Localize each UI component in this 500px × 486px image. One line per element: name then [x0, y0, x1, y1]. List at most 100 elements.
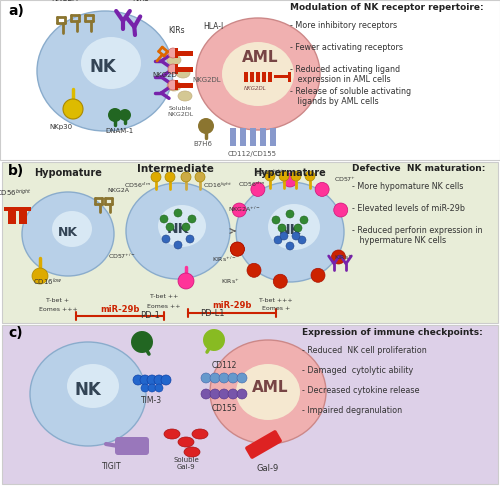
Circle shape — [178, 273, 194, 289]
Text: PD-L1: PD-L1 — [200, 310, 224, 318]
Text: CD112: CD112 — [212, 362, 236, 370]
Circle shape — [272, 216, 280, 224]
Bar — [175, 51, 193, 56]
Text: PD-1: PD-1 — [140, 312, 160, 320]
Text: NK: NK — [279, 223, 301, 237]
Circle shape — [203, 329, 225, 351]
Ellipse shape — [236, 364, 300, 420]
FancyBboxPatch shape — [245, 430, 282, 459]
Circle shape — [63, 99, 83, 119]
Text: Defective  NK maturation:: Defective NK maturation: — [352, 164, 486, 173]
Bar — [240, 128, 246, 146]
Circle shape — [210, 389, 220, 399]
Bar — [175, 80, 178, 90]
Text: CD16$^{light}$: CD16$^{light}$ — [256, 167, 284, 176]
Circle shape — [155, 384, 163, 392]
Bar — [274, 75, 288, 78]
Circle shape — [283, 173, 297, 187]
Bar — [262, 72, 266, 82]
Text: Intermediate: Intermediate — [136, 164, 214, 174]
Text: CD155: CD155 — [211, 403, 237, 413]
Circle shape — [286, 210, 294, 218]
Circle shape — [182, 223, 190, 231]
Text: CD16$^{light}$: CD16$^{light}$ — [204, 180, 233, 190]
Circle shape — [315, 182, 329, 196]
Text: B7H6: B7H6 — [194, 141, 212, 147]
Bar — [175, 64, 178, 74]
Text: HLA-I: HLA-I — [203, 22, 223, 32]
Ellipse shape — [176, 68, 190, 78]
Ellipse shape — [158, 205, 206, 247]
Text: miR-29b: miR-29b — [100, 305, 140, 313]
Bar — [175, 48, 178, 58]
Text: AML: AML — [252, 381, 288, 396]
Circle shape — [165, 172, 175, 182]
Circle shape — [168, 80, 178, 90]
Ellipse shape — [178, 437, 194, 447]
Text: - Decreased cytokine release: - Decreased cytokine release — [302, 386, 420, 395]
Circle shape — [140, 375, 150, 385]
Circle shape — [161, 375, 171, 385]
Text: NK: NK — [90, 58, 117, 76]
Bar — [288, 72, 291, 82]
Text: Hypermature: Hypermature — [254, 168, 326, 178]
Circle shape — [32, 268, 48, 284]
Ellipse shape — [268, 204, 320, 250]
Bar — [250, 128, 256, 146]
Bar — [0, 0, 500, 160]
Circle shape — [228, 373, 238, 383]
Bar — [15, 207, 31, 211]
Ellipse shape — [222, 42, 294, 106]
Text: CD56$^{dim}$: CD56$^{dim}$ — [238, 179, 266, 189]
Circle shape — [286, 242, 294, 250]
Bar — [268, 72, 272, 82]
Text: Eomes +++: Eomes +++ — [38, 307, 78, 312]
Text: KIRs$^{+/-}$: KIRs$^{+/-}$ — [212, 254, 237, 263]
Ellipse shape — [126, 183, 230, 279]
Text: Eomes ++: Eomes ++ — [147, 303, 181, 309]
Ellipse shape — [167, 81, 181, 91]
Ellipse shape — [196, 18, 320, 130]
Text: DNAM-1: DNAM-1 — [105, 128, 133, 134]
Text: T-bet ++: T-bet ++ — [150, 295, 178, 299]
Ellipse shape — [81, 37, 141, 89]
Circle shape — [195, 172, 205, 182]
Text: CD56$^{bright}$: CD56$^{bright}$ — [0, 187, 32, 198]
Ellipse shape — [52, 211, 92, 247]
Circle shape — [300, 216, 308, 224]
Circle shape — [198, 118, 214, 134]
Text: AML: AML — [242, 51, 278, 66]
Text: NKG2A$^{+/-}$: NKG2A$^{+/-}$ — [228, 204, 261, 214]
Bar — [250, 72, 254, 82]
Circle shape — [294, 224, 302, 232]
Bar — [244, 72, 248, 82]
Ellipse shape — [164, 429, 180, 439]
Bar — [270, 128, 276, 146]
Circle shape — [232, 203, 246, 217]
Text: T-bet +: T-bet + — [46, 298, 70, 303]
Circle shape — [174, 209, 182, 217]
Ellipse shape — [184, 447, 200, 457]
Text: NK: NK — [58, 226, 78, 239]
Bar — [19, 209, 27, 224]
Text: - Reduced activating ligand
   expression in AML cells: - Reduced activating ligand expression i… — [290, 65, 400, 85]
Circle shape — [160, 215, 168, 223]
Circle shape — [186, 235, 194, 243]
Bar — [2, 325, 498, 484]
Text: NKG2A: NKG2A — [52, 0, 78, 3]
Circle shape — [251, 182, 265, 196]
Circle shape — [278, 224, 286, 232]
Circle shape — [334, 203, 348, 217]
Circle shape — [274, 236, 282, 244]
Bar — [230, 128, 236, 146]
Text: Soluble: Soluble — [173, 457, 199, 463]
Text: a): a) — [8, 4, 24, 18]
Text: NKG2D: NKG2D — [152, 72, 178, 78]
Ellipse shape — [22, 192, 114, 276]
Text: - Damaged  cytolytic ability: - Damaged cytolytic ability — [302, 366, 413, 375]
Text: CD57$^{+/-}$: CD57$^{+/-}$ — [108, 251, 136, 260]
Circle shape — [201, 389, 211, 399]
Text: miR-29b: miR-29b — [212, 301, 252, 311]
Text: Gal-9: Gal-9 — [176, 464, 196, 470]
Circle shape — [230, 242, 244, 256]
